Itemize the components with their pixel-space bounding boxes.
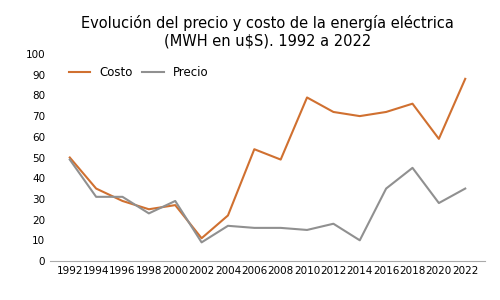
- Precio: [330, 222, 336, 226]
- Line: Costo: Costo: [70, 79, 465, 238]
- Precio: [462, 187, 468, 190]
- Costo: [383, 110, 389, 114]
- Precio: [67, 158, 73, 161]
- Precio: [278, 226, 283, 230]
- Costo: [278, 158, 283, 161]
- Costo: [357, 114, 363, 118]
- Precio: [120, 195, 126, 199]
- Precio: [93, 195, 99, 199]
- Precio: [225, 224, 231, 228]
- Costo: [436, 137, 442, 141]
- Title: Evolución del precio y costo de la energía eléctrica
(MWH en u$S). 1992 a 2022: Evolución del precio y costo de la energ…: [81, 15, 454, 49]
- Costo: [225, 214, 231, 217]
- Costo: [304, 96, 310, 99]
- Precio: [410, 166, 416, 170]
- Precio: [172, 199, 178, 203]
- Costo: [198, 236, 204, 240]
- Costo: [67, 156, 73, 159]
- Costo: [172, 203, 178, 207]
- Costo: [146, 208, 152, 211]
- Costo: [252, 147, 258, 151]
- Precio: [383, 187, 389, 190]
- Precio: [436, 201, 442, 205]
- Precio: [252, 226, 258, 230]
- Costo: [120, 199, 126, 203]
- Line: Precio: Precio: [70, 160, 465, 242]
- Legend: Costo, Precio: Costo, Precio: [69, 66, 209, 79]
- Precio: [146, 212, 152, 215]
- Precio: [304, 228, 310, 232]
- Costo: [462, 77, 468, 81]
- Costo: [330, 110, 336, 114]
- Costo: [93, 187, 99, 190]
- Precio: [198, 241, 204, 244]
- Costo: [410, 102, 416, 106]
- Precio: [357, 238, 363, 242]
